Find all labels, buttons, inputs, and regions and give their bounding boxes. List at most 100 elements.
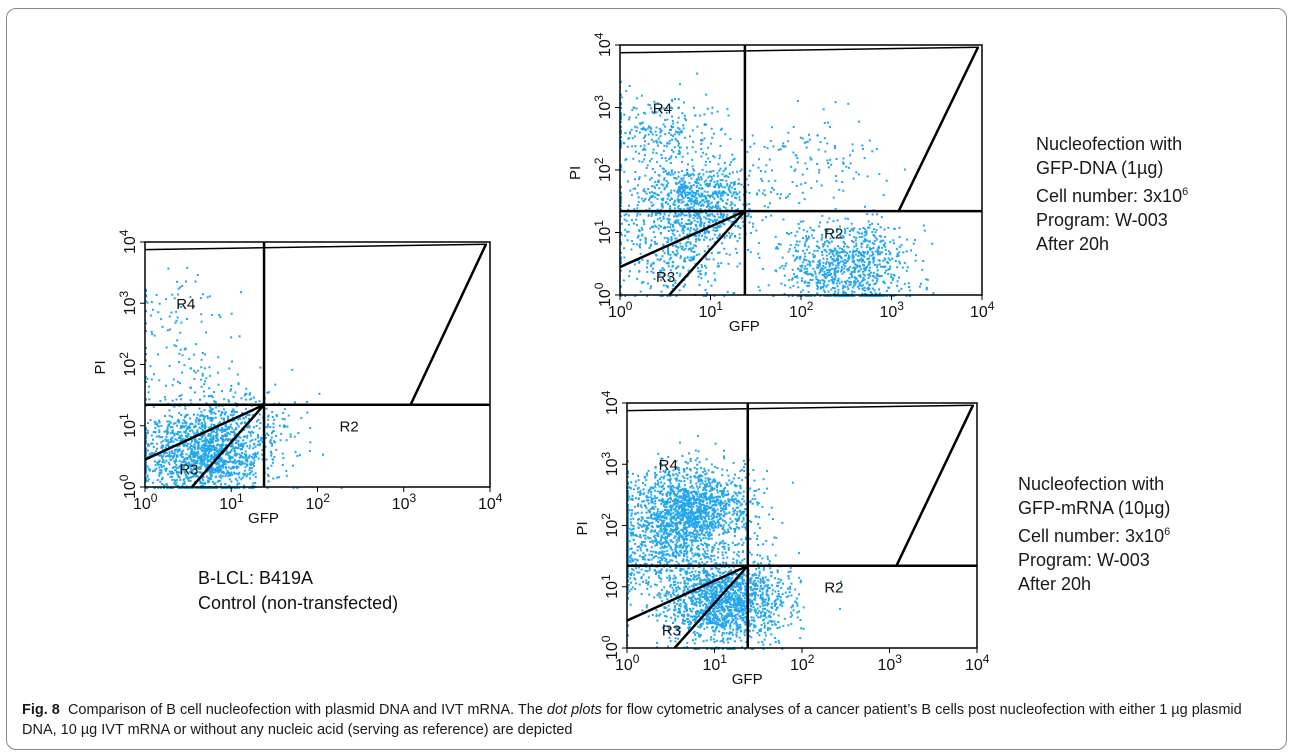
dna-dot (738, 191, 741, 194)
dna-dot (931, 242, 934, 245)
control-dot (237, 382, 240, 385)
mrna-dot (627, 517, 629, 520)
control-dot (162, 459, 165, 461)
control-dot (235, 487, 238, 489)
control-dot (206, 449, 209, 452)
dna-dot (641, 258, 644, 261)
control-dot (210, 419, 213, 422)
control-dot (254, 481, 257, 484)
dna-dot (774, 235, 777, 238)
control-dot (269, 439, 272, 442)
dna-dot (655, 111, 658, 114)
mrna-dot (756, 501, 759, 504)
control-dot (240, 460, 243, 463)
dna-dot (648, 198, 650, 201)
dna-dot (801, 191, 804, 194)
dna-dot (664, 170, 667, 173)
mrna-dot (705, 472, 708, 475)
dna-dot (806, 167, 809, 170)
dna-dot (661, 204, 664, 207)
dna-dot (748, 221, 751, 224)
dna-dot (676, 121, 679, 124)
mrna-dot (701, 525, 704, 528)
dna-dot (823, 273, 826, 276)
control-dot (270, 464, 273, 467)
mrna-dot (699, 493, 701, 496)
dna-dot (821, 234, 824, 237)
dna-dot (738, 182, 741, 185)
control-dot (213, 452, 216, 454)
dna-dot (654, 253, 657, 256)
dna-dot (843, 249, 845, 252)
mrna-dot (663, 529, 666, 532)
control-dot (214, 468, 217, 470)
control-dot (145, 427, 147, 430)
control-dot (199, 480, 202, 483)
control-dot (201, 472, 204, 475)
dna-dot (668, 142, 671, 145)
mrna-dot (703, 527, 706, 530)
dna-dot (683, 224, 685, 227)
dna-dot (704, 273, 707, 276)
control-dot (244, 442, 247, 444)
dna-dot (838, 282, 841, 285)
mrna-dot (640, 525, 643, 528)
dna-dot (658, 187, 661, 190)
dna-dot (839, 225, 841, 228)
dna-dot (820, 238, 823, 241)
control-dot (248, 468, 251, 471)
dna-dot (716, 180, 719, 183)
control-dot (230, 471, 233, 474)
dna-dot (849, 273, 852, 275)
dna-dot (822, 282, 825, 285)
dna-dot (709, 196, 712, 199)
control-dot (184, 405, 187, 408)
control-dot (190, 451, 192, 454)
dna-dot (687, 207, 690, 210)
mrna-dot (677, 521, 680, 524)
dna-dot (699, 272, 701, 275)
mrna-dot (654, 466, 657, 468)
dna-dot (805, 259, 808, 262)
control-dot (242, 442, 245, 445)
control-dot (206, 296, 209, 299)
control-dot (251, 414, 254, 416)
control-dot (182, 443, 185, 445)
dna-dot (697, 270, 700, 273)
dna-dot (840, 257, 843, 260)
dna-dot (716, 175, 719, 178)
dna-dot (674, 237, 677, 240)
control-dot (189, 487, 192, 489)
dna-dot (831, 281, 834, 284)
dna-dot (812, 256, 815, 259)
control-dot (230, 336, 233, 339)
dna-dot (671, 232, 674, 235)
dna-dot (819, 287, 822, 290)
dna-dot (647, 188, 650, 190)
control-dot (220, 483, 222, 486)
dna-dot (712, 193, 714, 195)
control-dot (230, 460, 233, 463)
control-dot (233, 460, 236, 463)
dna-dot (889, 240, 892, 243)
dna-dot (620, 102, 622, 105)
dna-dot (866, 213, 869, 216)
dna-dot (690, 197, 693, 200)
dna-dot (666, 118, 669, 121)
dna-dot (787, 250, 790, 253)
dna-dot (872, 228, 875, 231)
dna-dot (620, 208, 622, 211)
dna-dot (876, 264, 879, 267)
mrna-dot (757, 488, 760, 491)
mrna-dot (717, 524, 720, 527)
dna-dot (767, 206, 770, 209)
control-dot (189, 426, 192, 429)
dna-dot (697, 187, 700, 190)
dna-dot (834, 290, 837, 293)
dna-dot (838, 261, 841, 264)
control-dot (192, 474, 195, 477)
dna-dot (703, 238, 706, 241)
mrna-dot (713, 524, 716, 527)
mrna-dot (689, 479, 692, 482)
dna-dot (796, 157, 799, 160)
